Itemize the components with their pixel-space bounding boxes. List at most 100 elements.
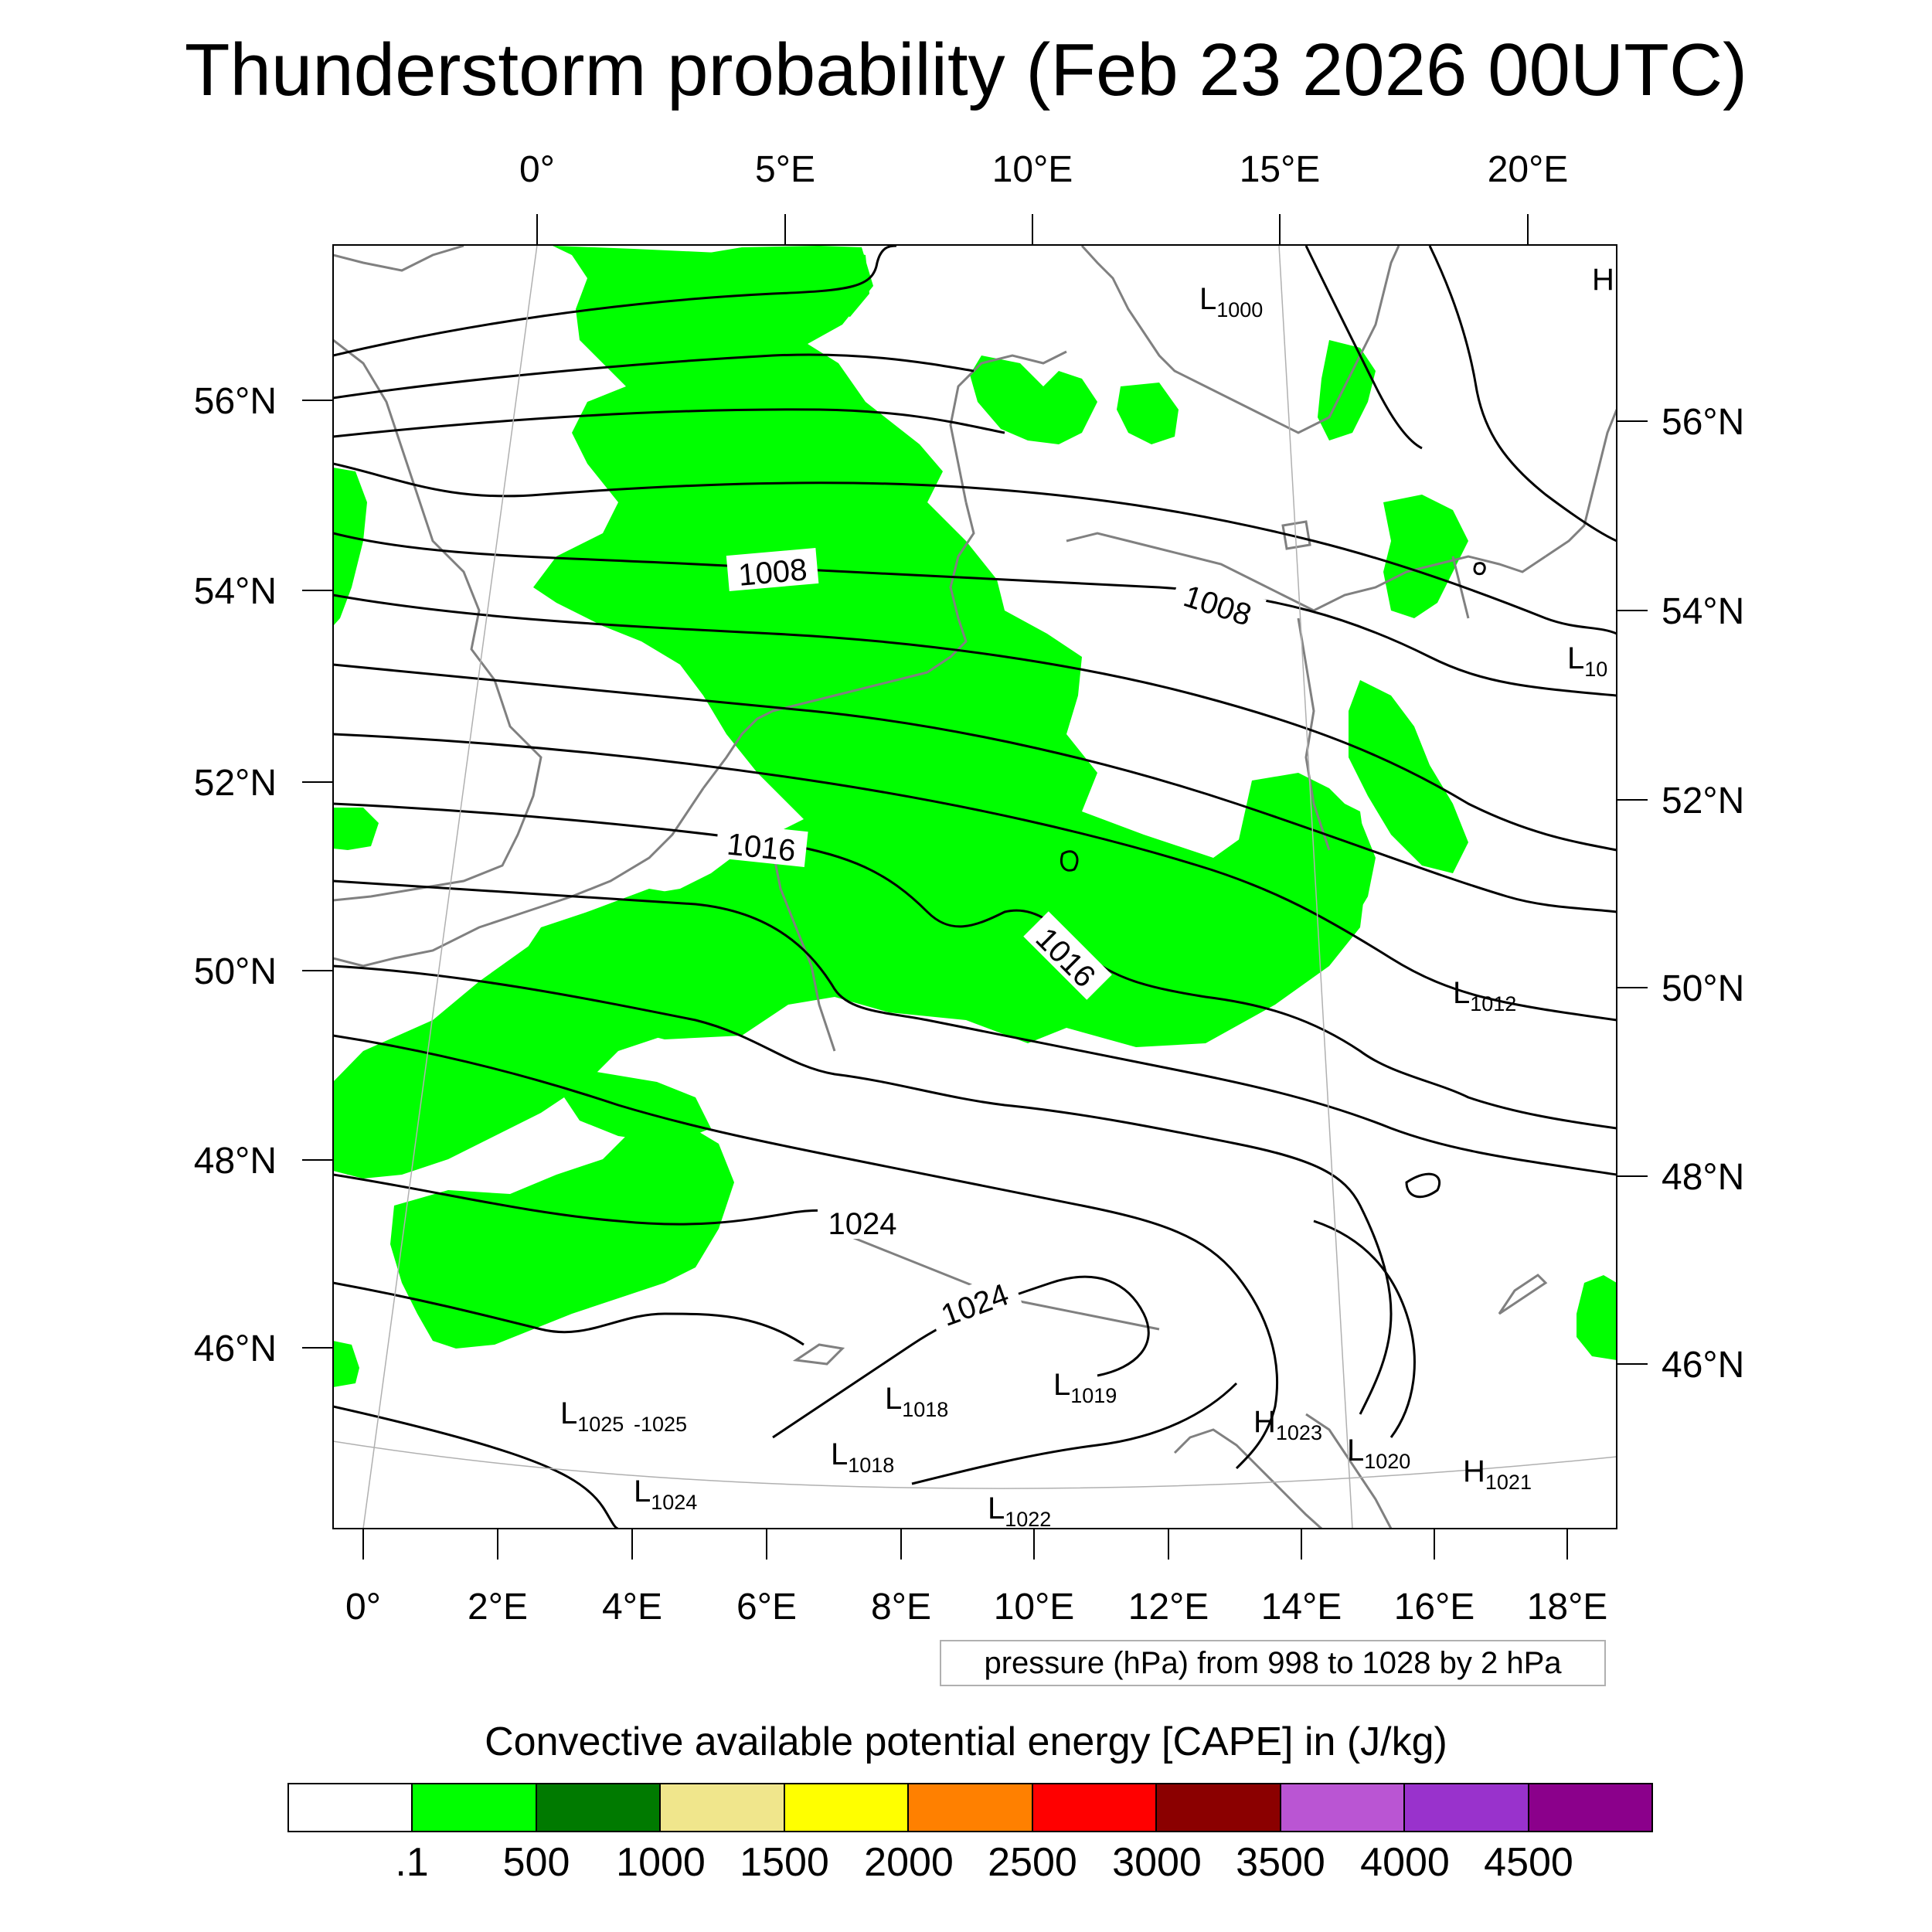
cape-area-central-europe-east	[1236, 773, 1376, 966]
isobar-1014	[333, 733, 1617, 1022]
colorbar-label: 1000	[616, 1840, 706, 1885]
lat-tick-label: 48°N	[1662, 1157, 1744, 1198]
lat-tick-label: 54°N	[1662, 591, 1744, 632]
isobar-label-text: 1016	[726, 827, 798, 868]
pressure-center-high: H1021	[1463, 1454, 1532, 1494]
pressure-center-low: L1000	[1199, 282, 1263, 321]
right-latitude-labels: 56°N 54°N 52°N 50°N 48°N 46°N	[1662, 402, 1744, 1386]
isobar-1000-north	[333, 245, 897, 357]
border-germany-poland	[1297, 617, 1331, 851]
cape-area-channel-strip	[564, 1066, 711, 1144]
coastline-adriatic-east	[1305, 1413, 1393, 1529]
colorbar-label: 500	[502, 1840, 570, 1885]
lon-tick-label: 4°E	[602, 1587, 662, 1628]
border-france-germany	[771, 849, 836, 1052]
island-bornholm	[1281, 520, 1311, 550]
isobar-1002	[333, 353, 975, 400]
pressure-center-marker: -1025	[634, 1413, 687, 1436]
isobar-1008	[333, 532, 1617, 697]
colorbar-box	[1529, 1784, 1651, 1831]
left-latitude-labels: 56°N 54°N 52°N 50°N 48°N 46°N	[194, 381, 277, 1369]
isobar-label-text: 1008	[737, 553, 808, 593]
isobar-1022-south	[333, 1405, 619, 1529]
pressure-center-low: L1024	[634, 1475, 697, 1514]
colorbar-box	[413, 1784, 537, 1831]
colorbar-box	[1032, 1784, 1158, 1831]
isobar-1026	[333, 1281, 804, 1346]
plot-area: 1008 1008 1016 1016 1024 1024	[333, 245, 1617, 1529]
lon-tick-label: 0°	[519, 149, 555, 190]
isobar-closed-north-sweden	[1304, 245, 1423, 450]
pressure-center-low: L1025	[560, 1396, 624, 1436]
isobar-1022	[333, 1034, 1278, 1470]
isobar-1006	[333, 462, 1617, 635]
isobar-label-1008-west: 1008	[726, 548, 819, 593]
isobar-1004	[333, 408, 1005, 438]
colorbar-box	[1405, 1784, 1529, 1831]
pressure-center-high: H	[1592, 263, 1614, 297]
lon-tick-label: 2°E	[468, 1587, 528, 1628]
isobar-label-1024-west: 1024	[818, 1203, 907, 1241]
colorbar-label: 1500	[740, 1840, 829, 1885]
isobar-1020	[333, 964, 1393, 1415]
border-poland-lithuania	[1451, 556, 1470, 619]
lon-tick-label: 20°E	[1488, 149, 1569, 190]
isobar-label-1008-east: 1008	[1170, 572, 1267, 634]
lon-tick-label: 15°E	[1240, 149, 1321, 190]
lon-tick-label: 8°E	[871, 1587, 931, 1628]
coastline-germany-north	[927, 502, 975, 674]
lat-tick-label: 56°N	[194, 381, 277, 422]
meridian-15e	[1278, 245, 1353, 1529]
lat-tick-label: 56°N	[1662, 402, 1744, 443]
colorbar-box	[784, 1784, 910, 1831]
cape-area-baltic-north	[1318, 340, 1376, 440]
pressure-contour-info: pressure (hPa) from 998 to 1028 by 2 hPa	[940, 1640, 1606, 1686]
top-longitude-labels: 0° 5°E 10°E 15°E 20°E	[519, 149, 1568, 190]
cape-area-north-sea-top	[556, 246, 869, 340]
lon-tick-label: 10°E	[994, 1587, 1075, 1628]
bottom-longitude-labels: 0° 2°E 4°E 6°E 8°E 10°E 12°E 14°E 16°E 1…	[345, 1587, 1607, 1628]
graticule-layer	[333, 245, 1617, 1529]
colorbar-label: 3000	[1112, 1840, 1202, 1885]
colorbar-box	[289, 1784, 413, 1831]
isobar-small-closed-3	[1473, 562, 1486, 576]
parallel-45n	[333, 1440, 1617, 1489]
lon-tick-label: 18°E	[1527, 1587, 1608, 1628]
isobar-small-closed-2	[1060, 850, 1079, 872]
colorbar-label: 4000	[1360, 1840, 1450, 1885]
coastline-netherlands	[702, 671, 928, 789]
lat-tick-label: 48°N	[194, 1141, 277, 1182]
isobar-small-closed-1	[1405, 1172, 1440, 1199]
cape-area-baltic-pomerania	[1383, 495, 1468, 618]
pressure-center-low: L1018	[885, 1382, 948, 1421]
colorbar-box	[661, 1784, 785, 1831]
coastline-layer	[333, 245, 1617, 1529]
colorbar-labels: .1 500 1000 1500 2000 2500 3000 3500 400…	[0, 1839, 1932, 1886]
pressure-center-low: L1019	[1053, 1368, 1117, 1407]
colorbar-box	[1281, 1784, 1406, 1831]
isobar-label-1016-west: 1016	[715, 822, 808, 869]
lon-tick-label: 5°E	[755, 149, 815, 190]
lon-tick-label: 6°E	[736, 1587, 797, 1628]
lat-tick-label: 50°N	[194, 951, 277, 992]
pressure-center-layer: L1000 H L10 L1012 L1025 -1025 L1018 L101…	[560, 263, 1614, 1529]
cape-area-west-edge-52n	[333, 808, 379, 850]
pressure-center-low: L1020	[1347, 1434, 1410, 1473]
cape-area-denmark-east	[1117, 383, 1179, 444]
colorbar-label: 2500	[988, 1840, 1077, 1885]
lon-tick-label: 14°E	[1261, 1587, 1342, 1628]
cape-area-dense-west	[333, 889, 726, 1179]
lon-tick-label: 16°E	[1394, 1587, 1475, 1628]
meridian-0	[362, 245, 538, 1529]
colorbar-label: 3500	[1236, 1840, 1325, 1885]
isobar-1012	[333, 663, 1617, 913]
cape-area-poland	[1349, 680, 1468, 873]
colorbar-box	[909, 1784, 1033, 1831]
isobar-1010	[333, 594, 1617, 852]
lake-balaton	[1498, 1274, 1548, 1315]
coastline-scotland	[333, 245, 464, 272]
pressure-center-low: L10	[1567, 641, 1607, 681]
lat-tick-label: 50°N	[1662, 968, 1744, 1009]
colorbar-box	[536, 1784, 662, 1831]
